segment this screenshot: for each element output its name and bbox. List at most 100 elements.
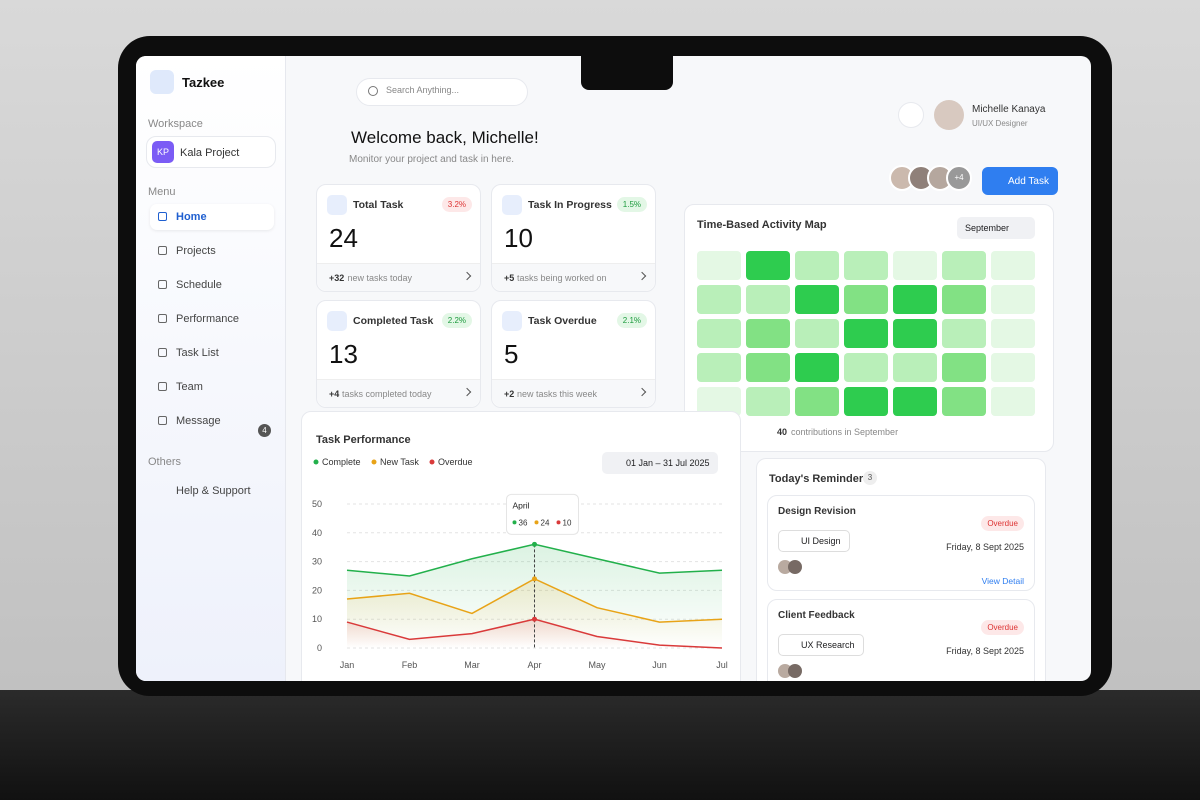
reminder-item-title: Design Revision [778, 506, 856, 517]
add-task-button[interactable]: Add Task [982, 167, 1058, 195]
activity-cell [893, 353, 937, 382]
menu-item[interactable]: Projects [176, 245, 216, 257]
menu-item[interactable]: Help & Support [176, 485, 251, 497]
contributions-count: 40 [777, 427, 788, 437]
reminder-count: 3 [863, 471, 877, 485]
stat-title: Task In Progress [528, 199, 612, 211]
activity-cell [746, 251, 790, 280]
y-tick-label: 10 [312, 614, 322, 624]
x-tick-label: Feb [402, 660, 418, 670]
menu-item[interactable]: Performance [176, 313, 239, 325]
team-more: +4 [946, 165, 972, 191]
activity-cell [844, 353, 888, 382]
reminder-avatar [788, 664, 802, 678]
menu-item[interactable]: Schedule [176, 279, 222, 291]
activity-cell [942, 319, 986, 348]
stat-change: 3.2% [441, 197, 472, 212]
stat-card: Task In Progress 1.5% 10 +5 tasks being work… [491, 184, 656, 292]
legend-label: Overdue [438, 457, 473, 467]
tooltip [506, 493, 579, 535]
stat-footer-count: +32 [329, 273, 345, 283]
stat-footer-count: +4 [329, 389, 340, 399]
notification-button[interactable] [898, 102, 924, 128]
tooltip-swatch [556, 520, 561, 525]
point [532, 541, 537, 547]
stat-change: 1.5% [616, 197, 647, 212]
activity-cell [746, 353, 790, 382]
stat-title: Completed Task [353, 315, 434, 327]
contributions-text: contributions in September [791, 427, 899, 437]
legend-swatch [313, 459, 319, 465]
reminder-card: Today's Reminder 3 Design Revision Overdu… [756, 458, 1046, 681]
stat-card: Completed Task 2.2% 13 +4 tasks completed to… [316, 300, 481, 408]
reminder-item[interactable]: Client Feedback Overdue UX Research Friday,… [767, 599, 1035, 681]
workspace-initials: KP [152, 141, 174, 163]
welcome-subtitle: Monitor your project and task in here. [349, 154, 515, 165]
activity-cell [991, 251, 1035, 280]
activity-cell [746, 319, 790, 348]
stat-footer-count: +2 [504, 389, 515, 399]
stat-footer-text: tasks being worked on [517, 273, 607, 283]
stat-footer [492, 379, 655, 407]
reminder-link[interactable]: View Detail [981, 576, 1024, 586]
activity-cell [697, 251, 741, 280]
reminder-status: Overdue [981, 516, 1024, 531]
legend-swatch [371, 459, 377, 465]
x-tick-label: Apr [527, 660, 541, 670]
laptop-deck [0, 690, 1200, 800]
date-range[interactable]: 01 Jan – 31 Jul 2025 [602, 452, 718, 474]
menu-item[interactable]: Home [150, 204, 274, 230]
reminder-date: Friday, 8 Sept 2025 [946, 542, 1024, 552]
stat-footer-count: +5 [504, 273, 515, 283]
reminder-link[interactable]: View Detail [982, 680, 1024, 681]
menu-icon [158, 348, 167, 357]
reminder-tag: UI Design [778, 530, 850, 552]
activity-map-title: Time-Based Activity Map [697, 219, 827, 231]
activity-cell [697, 319, 741, 348]
camera-notch [581, 56, 673, 90]
stat-icon [327, 195, 347, 215]
legend-swatch [429, 459, 435, 465]
user-avatar [934, 100, 964, 130]
x-tick-label: Jan [340, 660, 355, 670]
activity-cell [893, 319, 937, 348]
search-box[interactable] [356, 78, 528, 106]
tooltip-value: 24 [541, 518, 550, 527]
activity-cell [795, 251, 839, 280]
activity-cell [893, 251, 937, 280]
stat-footer-text: new tasks this week [517, 389, 598, 399]
menu-item[interactable]: Team [176, 381, 203, 393]
stat-value: 24 [329, 223, 358, 253]
x-tick-label: May [588, 660, 606, 670]
stat-icon [327, 311, 347, 331]
month-select[interactable]: September [957, 217, 1035, 239]
activity-map-card: Time-Based Activity Map September 40 con… [684, 204, 1054, 452]
legend-label: Complete [322, 457, 361, 467]
task-performance-title: Task Performance [316, 434, 411, 446]
activity-cell [991, 319, 1035, 348]
reminder-tag: UX Research [778, 634, 864, 656]
reminder-item[interactable]: Design Revision Overdue UI Design Friday, 8… [767, 495, 1035, 591]
menu-label: Menu [148, 186, 176, 198]
tooltip-value: 36 [519, 518, 528, 527]
stat-footer [492, 263, 655, 291]
stat-footer-text: new tasks today [347, 273, 413, 283]
stat-value: 5 [504, 339, 519, 369]
menu-item[interactable]: Message [176, 415, 221, 427]
user-role: UI/UX Designer [972, 119, 1028, 128]
message-badge: 4 [258, 424, 271, 437]
logo [150, 70, 174, 94]
menu-icon [158, 314, 167, 323]
activity-cell [746, 285, 790, 314]
tooltip-value: 10 [563, 518, 572, 527]
reminder-status: Overdue [981, 620, 1024, 635]
tooltip-swatch [512, 520, 517, 525]
line-chart: Complete New Task Overdue 0 10 20 30 40 50 Jan Feb… [312, 457, 728, 670]
activity-cell [844, 387, 888, 416]
stat-change: 2.1% [616, 313, 647, 328]
menu-item[interactable]: Task List [176, 347, 219, 359]
activity-cell [697, 285, 741, 314]
x-tick-label: Jul [716, 660, 728, 670]
user-name: Michelle Kanaya [972, 104, 1046, 115]
